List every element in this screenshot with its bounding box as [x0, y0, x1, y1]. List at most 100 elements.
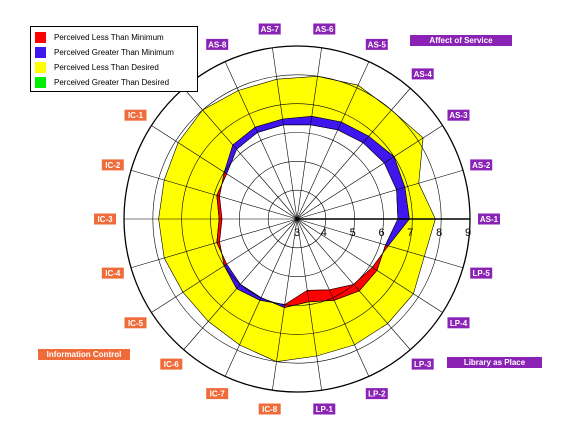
legend-label: Perceived Greater Than Minimum: [54, 48, 174, 57]
item-label-box: [94, 213, 116, 225]
group-label-affect-of-service: Affect of Service: [410, 35, 512, 46]
item-label-text: IC-8: [262, 405, 278, 414]
legend-swatch: [35, 77, 46, 88]
item-label-box: [478, 213, 500, 225]
item-label-lp-2: LP-2: [365, 388, 388, 400]
spoke: [183, 88, 298, 220]
spoke: [296, 218, 322, 391]
item-label-box: [206, 388, 229, 400]
item-label-as-5: AS-5: [365, 38, 388, 50]
item-label-box: [447, 317, 470, 329]
item-label-ic-1: IC-1: [124, 109, 147, 121]
item-label-text: LP-3: [414, 360, 432, 369]
spoke: [272, 47, 298, 220]
scale-tick-label: 4: [321, 227, 327, 239]
item-label-text: AS-4: [414, 70, 433, 79]
legend-swatch: [35, 62, 46, 73]
item-label-text: IC-5: [128, 319, 144, 328]
item-label-text: AS-7: [261, 25, 280, 34]
scale-tick-label: 3: [294, 227, 300, 239]
grid: [123, 45, 471, 393]
spoke: [183, 218, 298, 350]
scale-tick-label: 7: [407, 227, 413, 239]
item-label-box: [160, 358, 183, 370]
item-label-box: [470, 267, 493, 279]
group-label-information-control: Information Control: [38, 349, 130, 360]
spoke: [296, 88, 411, 220]
item-label-box: [470, 159, 493, 171]
legend-item-less-than-desired: Perceived Less Than Desired: [35, 60, 193, 75]
item-label-text: IC-3: [97, 215, 113, 224]
item-label-text: AS-3: [449, 111, 468, 120]
item-label-box: [411, 358, 434, 370]
data-bands: [158, 75, 436, 363]
spoke: [296, 218, 411, 350]
item-label-as-6: AS-6: [313, 23, 336, 35]
item-label-text: IC-6: [164, 360, 180, 369]
item-label-text: IC-7: [210, 390, 226, 399]
scale-tick-label: 6: [378, 227, 384, 239]
scale-tick-label: 8: [436, 227, 442, 239]
item-label-box: [365, 38, 388, 50]
item-label-ic-5: IC-5: [124, 317, 147, 329]
spoke: [296, 169, 464, 220]
item-label-box: [101, 267, 124, 279]
item-label-text: LP-5: [473, 269, 491, 278]
spoke: [296, 218, 443, 313]
scale-ticks: 3 4 5 6 7 8 9: [294, 227, 471, 239]
item-label-text: LP-4: [450, 319, 468, 328]
item-label-ic-3: IC-3: [94, 213, 116, 225]
spoke: [296, 47, 322, 220]
legend-item-less-than-minimum: Perceived Less Than Minimum: [35, 30, 193, 45]
item-label-text: AS-5: [368, 40, 387, 49]
legend-label: Perceived Less Than Minimum: [54, 33, 164, 42]
item-label-text: AS-8: [208, 40, 227, 49]
legend-swatch: [35, 32, 46, 43]
scale-tick-label: 5: [350, 227, 356, 239]
item-label-text: AS-2: [472, 161, 491, 170]
item-label-lp-5: LP-5: [470, 267, 493, 279]
spoke: [130, 169, 298, 220]
spoke: [272, 218, 298, 391]
item-label-box: [206, 38, 229, 50]
legend-item-greater-than-minimum: Perceived Greater Than Minimum: [35, 45, 193, 60]
spoke: [151, 218, 298, 313]
item-label-box: [365, 388, 388, 400]
item-label-box: [313, 23, 336, 35]
spoke: [296, 218, 370, 377]
item-label-box: [411, 68, 434, 80]
item-label-text: LP-1: [316, 405, 334, 414]
scale-tick-label: 9: [465, 227, 471, 239]
item-label-ic-2: IC-2: [101, 159, 124, 171]
spoke: [151, 125, 298, 220]
item-label-box: [447, 109, 470, 121]
legend-item-greater-than-desired: Perceived Greater Than Desired: [35, 75, 193, 90]
item-label-as-2: AS-2: [470, 159, 493, 171]
item-label-box: [258, 23, 281, 35]
item-label-lp-1: LP-1: [313, 403, 336, 415]
item-label-text: LP-2: [368, 390, 386, 399]
item-label-text: AS-6: [315, 25, 334, 34]
item-label-text: IC-2: [105, 161, 121, 170]
legend-swatch: [35, 47, 46, 58]
spoke: [296, 218, 464, 269]
spoke: [296, 125, 443, 220]
legend-label: Perceived Less Than Desired: [54, 63, 159, 72]
spoke: [130, 218, 298, 269]
item-label-as-8: AS-8: [206, 38, 229, 50]
item-labels: AS-1AS-2AS-3AS-4AS-5AS-6AS-7AS-8AS-9IC-1…: [94, 23, 500, 415]
item-label-box: [101, 159, 124, 171]
spoke: [224, 61, 298, 220]
item-label-as-3: AS-3: [447, 109, 470, 121]
item-label-ic-8: IC-8: [258, 403, 281, 415]
item-label-box: [124, 317, 147, 329]
item-label-lp-3: LP-3: [411, 358, 434, 370]
item-label-text: AS-1: [480, 215, 499, 224]
item-label-ic-4: IC-4: [101, 267, 124, 279]
group-label-library-as-place: Library as Place: [447, 357, 542, 368]
spoke: [296, 61, 370, 220]
legend: Perceived Less Than Minimum Perceived Gr…: [30, 26, 198, 92]
item-label-ic-6: IC-6: [160, 358, 183, 370]
